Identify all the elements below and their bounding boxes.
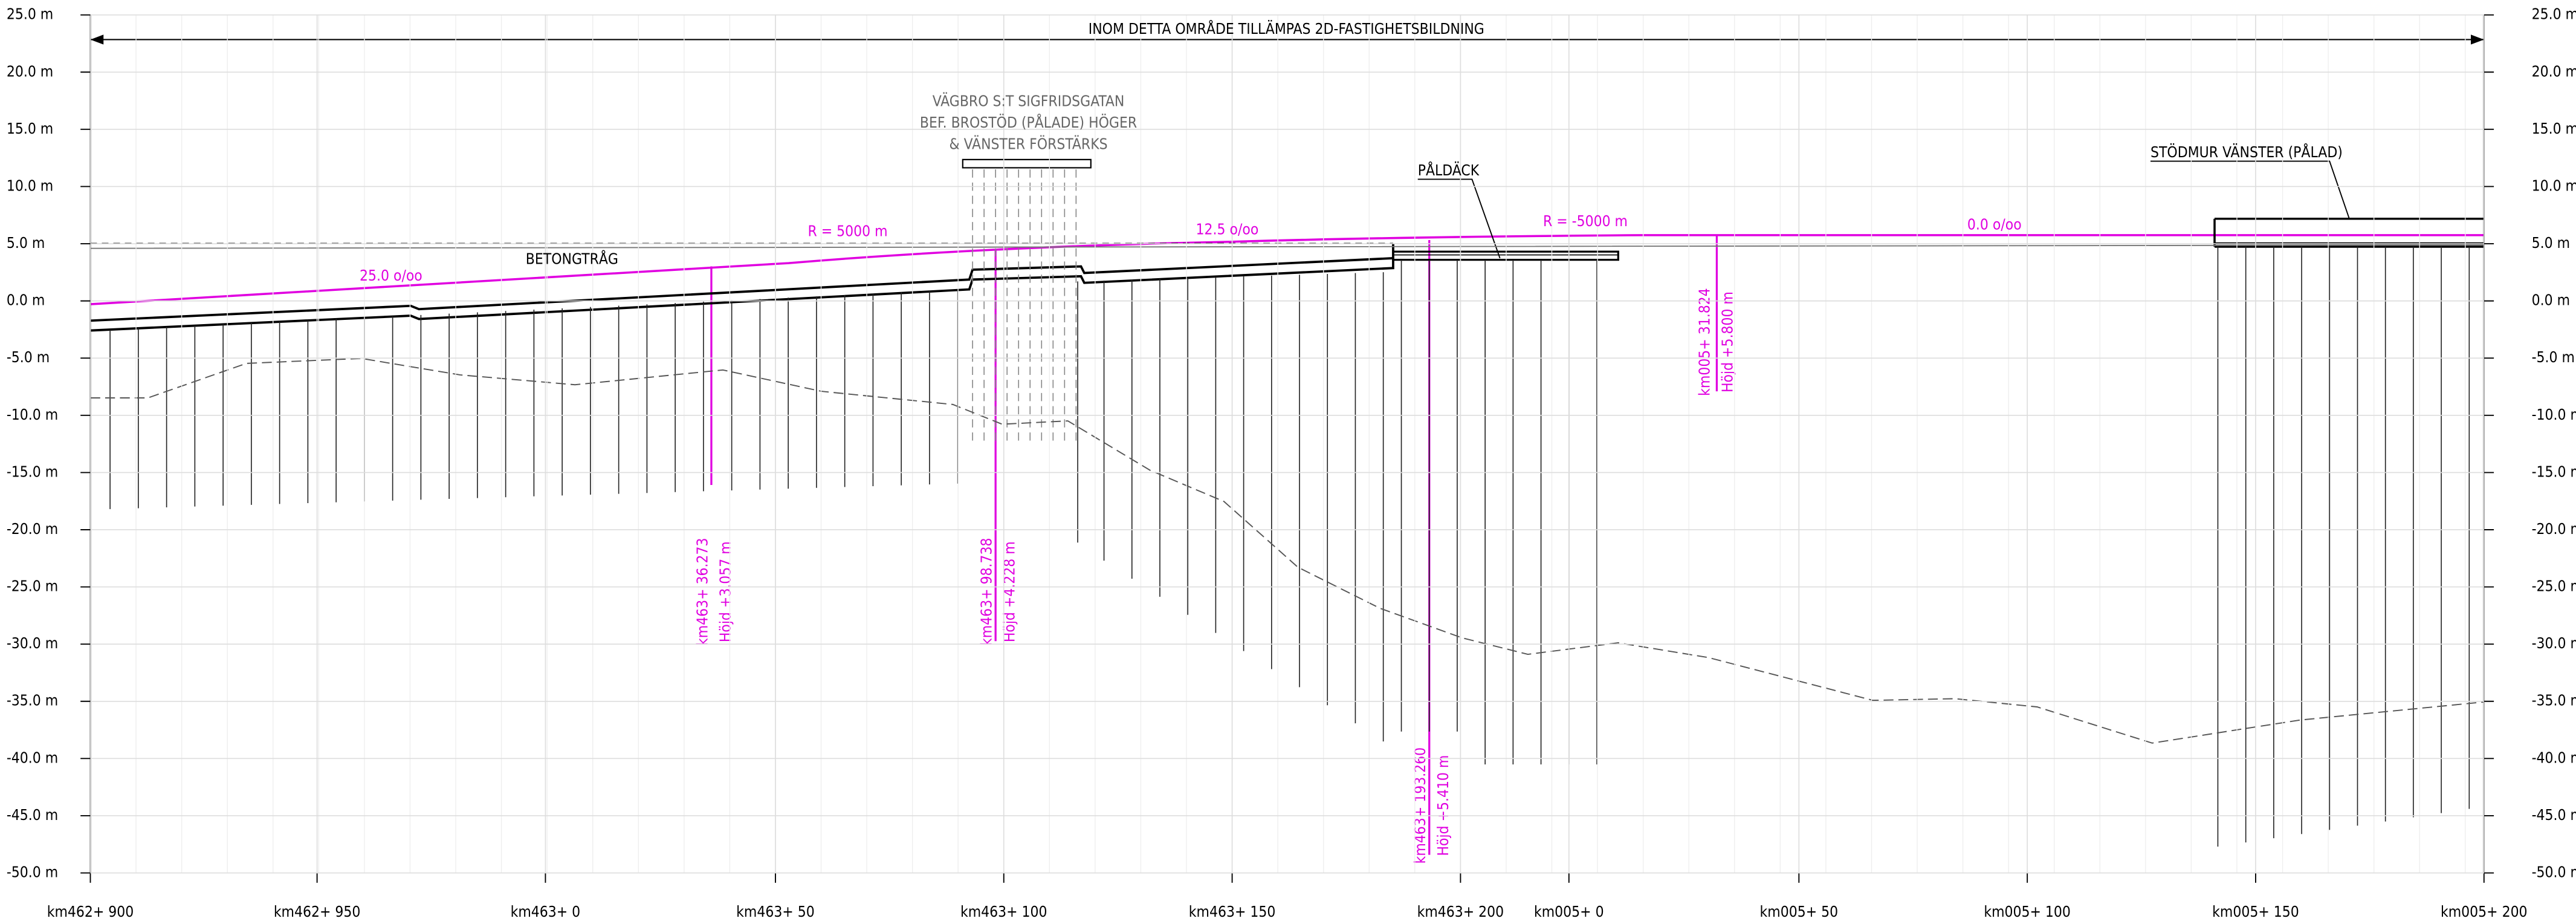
elevation-label: 20.0 m	[7, 62, 53, 80]
elevation-label: -25.0 m	[7, 578, 58, 595]
point-station: km463+ 36.273	[693, 538, 711, 646]
elevation-label: -35.0 m	[7, 692, 58, 709]
point-height: Höjd +5.800 m	[1718, 291, 1736, 392]
elevation-label: 5.0 m	[2532, 234, 2570, 252]
station-label: km463+ 150	[1189, 903, 1276, 920]
betongtrag-label: BETONGTRÅG	[526, 250, 618, 268]
station-label: km462+ 950	[274, 903, 361, 920]
point-height: Höjd +3.057 m	[716, 541, 734, 642]
elevation-label: -15.0 m	[7, 463, 58, 480]
slab-bottom	[90, 243, 1394, 332]
stodmur-leader	[2150, 160, 2350, 220]
elevation-label: 15.0 m	[2532, 120, 2576, 137]
elevation-label: -25.0 m	[2532, 578, 2576, 595]
elevation-label: -5.0 m	[7, 348, 50, 366]
station-label: km005+ 0	[1534, 903, 1604, 920]
bridge-label: & VÄNSTER FÖRSTÄRKS	[949, 135, 1107, 152]
ground-line	[90, 357, 2484, 744]
station-label: km463+ 50	[736, 903, 815, 920]
radius-label: R = 5000 m	[807, 222, 887, 239]
elevation-label: -15.0 m	[2532, 463, 2576, 480]
elevation-label: -30.0 m	[7, 634, 58, 652]
elevation-label: -20.0 m	[7, 520, 58, 538]
station-label: km463+ 0	[511, 903, 581, 920]
station-label: km005+ 50	[1760, 903, 1839, 920]
bridge-label: BEF. BROSTÖD (PÅLADE) HÖGER	[920, 114, 1137, 131]
elevation-label: -50.0 m	[7, 864, 58, 881]
paldack-leader	[1417, 178, 1501, 259]
elevation-label: 0.0 m	[7, 291, 45, 309]
point-height: Höjd +5.410 m	[1434, 755, 1452, 856]
elevation-label: -10.0 m	[2532, 406, 2576, 423]
stodmur-label: STÖDMUR VÄNSTER (PÅLAD)	[2150, 143, 2343, 161]
elevation-label: -45.0 m	[2532, 806, 2576, 824]
elevation-label: 10.0 m	[2532, 177, 2576, 194]
elevation-label: -5.0 m	[2532, 348, 2575, 366]
bridge-deck	[962, 158, 1092, 169]
elevation-label: 25.0 m	[2532, 5, 2576, 23]
elevation-label: 0.0 m	[2532, 291, 2570, 309]
elevation-label: -35.0 m	[2532, 692, 2576, 709]
station-label: km463+ 200	[1417, 903, 1504, 920]
stodmur	[2213, 217, 2484, 248]
elevation-label: -50.0 m	[2532, 864, 2576, 881]
station-label: km005+ 150	[2212, 903, 2299, 920]
station-label: km005+ 100	[1984, 903, 2071, 920]
elevation-label: -20.0 m	[2532, 520, 2576, 538]
slope-label: 0.0 o/oo	[1967, 216, 2022, 233]
station-label: km005+ 200	[2441, 903, 2528, 920]
elevation-label: -30.0 m	[2532, 634, 2576, 652]
elevation-label: -45.0 m	[7, 806, 58, 824]
point-station: km005+ 31.824	[1695, 288, 1713, 396]
point-station: km463+ 193.260	[1411, 747, 1429, 864]
slope-label: 25.0 o/oo	[360, 267, 422, 284]
point-station: km463+ 98.738	[978, 538, 995, 646]
elevation-label: 5.0 m	[7, 234, 45, 252]
elevation-label: 15.0 m	[7, 120, 53, 137]
surface	[90, 244, 2484, 249]
elevation-label: -40.0 m	[7, 749, 58, 766]
station-label: km463+ 100	[960, 903, 1047, 920]
title: INOM DETTA OMRÅDE TILLÄMPAS 2D-FASTIGHET…	[1089, 20, 1484, 37]
paldack-label: PÅLDÄCK	[1418, 161, 1480, 179]
slab-top	[90, 257, 1394, 322]
elevation-label: -40.0 m	[2532, 749, 2576, 766]
elevation-label: 10.0 m	[7, 177, 53, 194]
elevation-label: -10.0 m	[7, 406, 58, 423]
elevation-label: 25.0 m	[7, 5, 53, 23]
paldack-deck	[1393, 250, 1619, 261]
radius-label: R = -5000 m	[1543, 212, 1628, 230]
elevation-label: 20.0 m	[2532, 62, 2576, 80]
station-label: km462+ 900	[47, 903, 134, 920]
slope-label: 12.5 o/oo	[1196, 221, 1259, 238]
bridge-label: VÄGBRO S:T SIGFRIDSGATAN	[933, 93, 1125, 110]
